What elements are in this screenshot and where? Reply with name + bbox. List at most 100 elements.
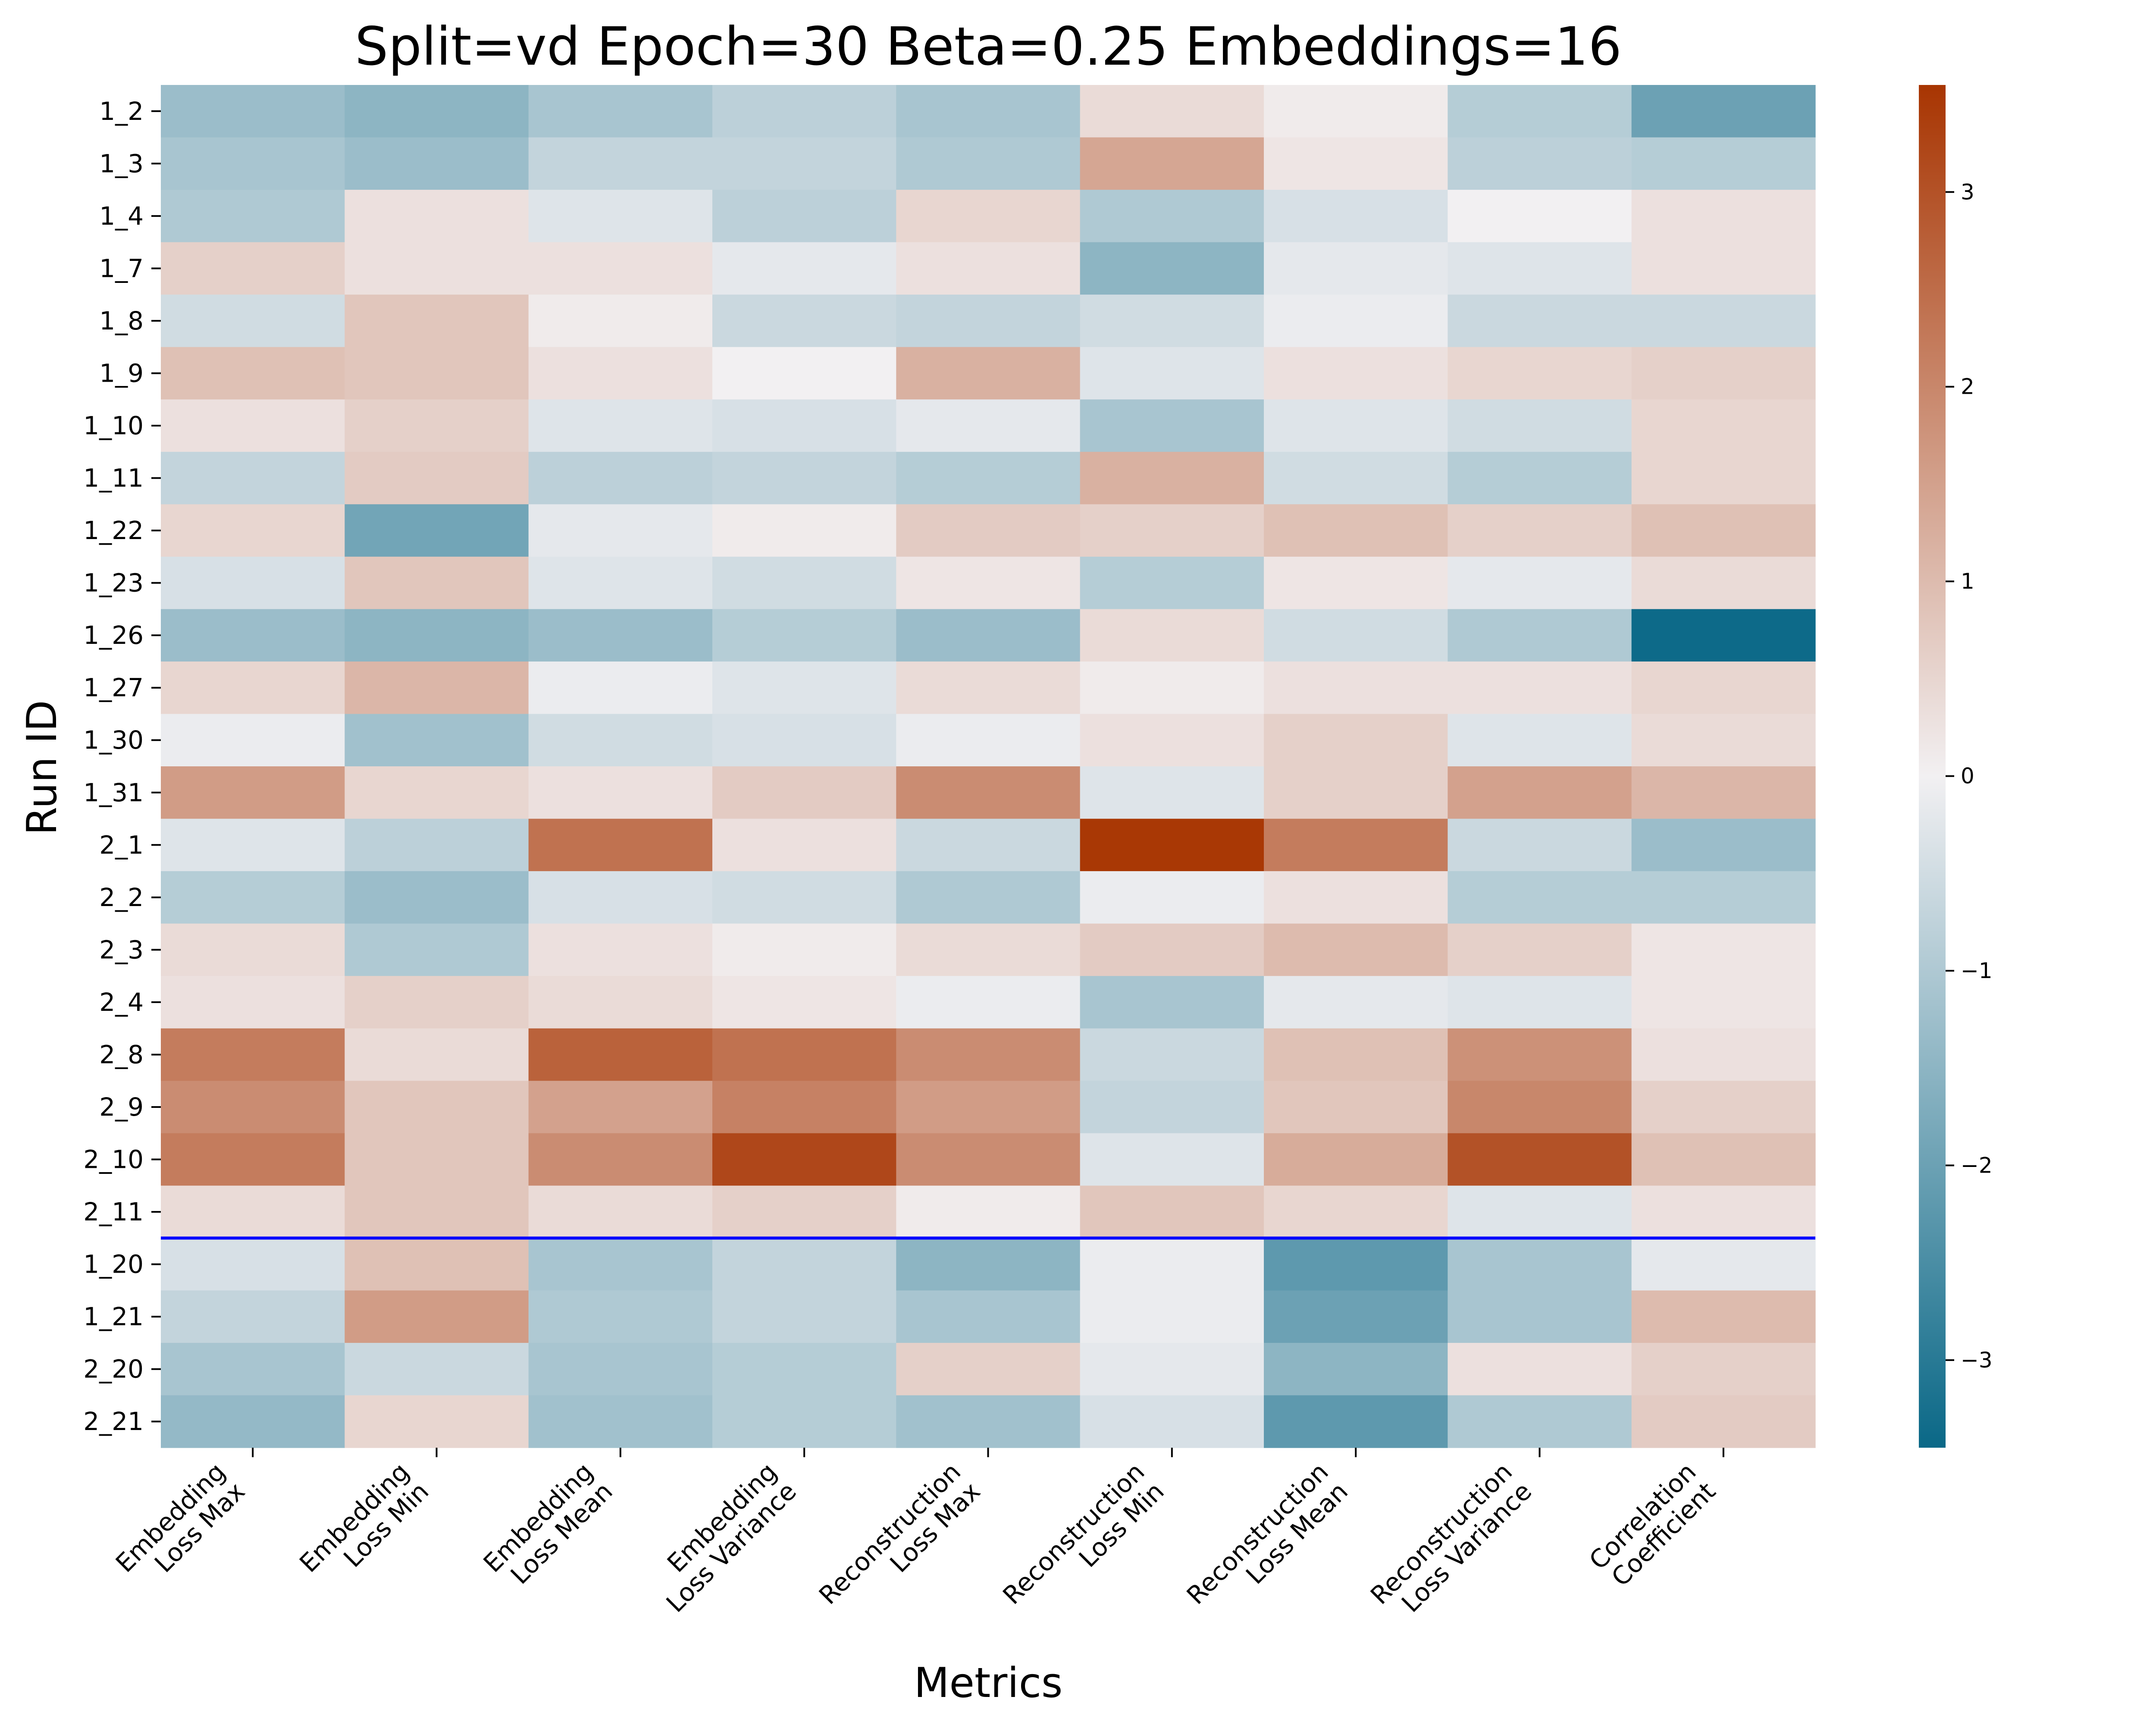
- x-tick-label-text: ReconstructionLoss Max: [813, 1457, 986, 1630]
- heatmap-cell-2_11-col2: [528, 1186, 713, 1239]
- heatmap-cell-2_9-col0: [161, 1081, 345, 1134]
- heatmap-cell-1_26-col8: [1631, 609, 1816, 662]
- heatmap-cell-2_1-col2: [528, 819, 713, 872]
- heatmap-cell-1_11-col6: [1264, 452, 1448, 505]
- heatmap-cell-1_27-col8: [1631, 661, 1816, 715]
- y-tick-label-1_30: 1_30: [83, 725, 144, 755]
- x-axis-label: Metrics: [914, 1659, 1063, 1707]
- heatmap-cell-1_21-col4: [896, 1290, 1081, 1343]
- heatmap-cell-1_9-col6: [1264, 347, 1448, 400]
- heatmap-cell-2_20-col4: [896, 1342, 1081, 1396]
- heatmap-cell-2_4-col1: [345, 976, 529, 1029]
- y-tick-label-2_3: 2_3: [99, 935, 144, 964]
- heatmap-cell-2_1-col4: [896, 819, 1081, 872]
- heatmap-cell-1_4-col0: [161, 190, 345, 243]
- heatmap-cell-1_9-col4: [896, 347, 1081, 400]
- heatmap-cell-1_7-col0: [161, 242, 345, 295]
- heatmap-cell-1_4-col4: [896, 190, 1081, 243]
- heatmap-cell-1_20-col4: [896, 1238, 1081, 1291]
- heatmap-cell-1_27-col7: [1448, 661, 1632, 715]
- heatmap-cell-1_21-col3: [712, 1290, 896, 1343]
- heatmap-cell-1_11-col2: [528, 452, 713, 505]
- y-tick-label-2_1: 2_1: [99, 830, 144, 859]
- heatmap-cell-1_21-col7: [1448, 1290, 1632, 1343]
- heatmap-cell-2_11-col1: [345, 1186, 529, 1239]
- y-tick-label-1_9: 1_9: [99, 358, 144, 388]
- heatmap-cell-1_3-col0: [161, 137, 345, 190]
- heatmap-cell-2_10-col5: [1080, 1133, 1264, 1186]
- heatmap-cell-1_22-col5: [1080, 504, 1264, 557]
- heatmap-cell-1_2-col3: [712, 85, 896, 138]
- heatmap-cells: [161, 85, 1816, 1448]
- heatmap-cell-2_2-col6: [1264, 871, 1448, 924]
- heatmap-cell-1_7-col6: [1264, 242, 1448, 295]
- heatmap-cell-1_27-col2: [528, 661, 713, 715]
- heatmap-cell-1_8-col4: [896, 295, 1081, 348]
- heatmap-cell-1_11-col5: [1080, 452, 1264, 505]
- heatmap-cell-2_20-col7: [1448, 1342, 1632, 1396]
- heatmap-cell-2_3-col8: [1631, 923, 1816, 976]
- y-tick-label-1_26: 1_26: [83, 621, 144, 650]
- x-axis-ticks: EmbeddingLoss Max EmbeddingLoss Min Embedd…: [110, 1448, 1724, 1630]
- heatmap-cell-1_26-col0: [161, 609, 345, 662]
- y-tick-label-2_20: 2_20: [83, 1355, 144, 1384]
- colorbar-tick-label: 3: [1961, 179, 1974, 204]
- colorbar-tick-label: −2: [1961, 1153, 1993, 1178]
- heatmap-cell-1_10-col0: [161, 399, 345, 452]
- heatmap-cell-2_10-col1: [345, 1133, 529, 1186]
- x-tick-label-4: ReconstructionLoss Max: [813, 1457, 986, 1630]
- heatmap-cell-1_23-col2: [528, 556, 713, 609]
- heatmap-cell-1_31-col1: [345, 766, 529, 819]
- y-tick-label-1_8: 1_8: [99, 306, 144, 336]
- y-tick-label-2_8: 2_8: [99, 1040, 144, 1069]
- heatmap-cell-2_4-col4: [896, 976, 1081, 1029]
- x-tick-label-0: EmbeddingLoss Max: [110, 1457, 251, 1598]
- colorbar-tick-label: 0: [1961, 764, 1974, 789]
- heatmap-cell-1_10-col3: [712, 399, 896, 452]
- heatmap-cell-2_11-col4: [896, 1186, 1081, 1239]
- heatmap-cell-1_4-col1: [345, 190, 529, 243]
- x-tick-label-text: ReconstructionLoss Min: [997, 1457, 1169, 1630]
- heatmap-cell-1_23-col5: [1080, 556, 1264, 609]
- heatmap-cell-1_9-col0: [161, 347, 345, 400]
- heatmap-cell-1_3-col6: [1264, 137, 1448, 190]
- heatmap-cell-1_23-col0: [161, 556, 345, 609]
- heatmap-cell-1_27-col4: [896, 661, 1081, 715]
- x-tick-label-text: CorrelationCoefficient: [1583, 1457, 1721, 1595]
- heatmap-cell-2_21-col4: [896, 1395, 1081, 1448]
- heatmap-cell-2_20-col3: [712, 1342, 896, 1396]
- heatmap-cell-1_2-col8: [1631, 85, 1816, 138]
- colorbar-tick-label: 1: [1961, 569, 1974, 594]
- heatmap-cell-2_3-col1: [345, 923, 529, 976]
- y-tick-label-1_3: 1_3: [99, 149, 144, 178]
- y-axis-label: Run ID: [19, 700, 66, 835]
- heatmap-cell-1_21-col2: [528, 1290, 713, 1343]
- heatmap-cell-1_3-col2: [528, 137, 713, 190]
- heatmap-cell-1_20-col0: [161, 1238, 345, 1291]
- heatmap-cell-2_4-col3: [712, 976, 896, 1029]
- heatmap-cell-2_20-col8: [1631, 1342, 1816, 1396]
- heatmap-cell-2_1-col5: [1080, 819, 1264, 872]
- heatmap-cell-2_1-col1: [345, 819, 529, 872]
- heatmap-cell-2_10-col7: [1448, 1133, 1632, 1186]
- heatmap-cell-1_7-col3: [712, 242, 896, 295]
- heatmap-cell-2_8-col1: [345, 1028, 529, 1081]
- x-tick-label-text: EmbeddingLoss Max: [110, 1457, 251, 1598]
- heatmap-cell-2_20-col0: [161, 1342, 345, 1396]
- heatmap-cell-2_10-col3: [712, 1133, 896, 1186]
- heatmap-cell-1_26-col2: [528, 609, 713, 662]
- heatmap-cell-2_4-col0: [161, 976, 345, 1029]
- heatmap-cell-2_8-col7: [1448, 1028, 1632, 1081]
- heatmap-cell-2_3-col2: [528, 923, 713, 976]
- heatmap-cell-2_4-col6: [1264, 976, 1448, 1029]
- heatmap-cell-2_20-col2: [528, 1342, 713, 1396]
- heatmap-cell-2_8-col8: [1631, 1028, 1816, 1081]
- heatmap-cell-1_21-col1: [345, 1290, 529, 1343]
- heatmap-cell-2_21-col0: [161, 1395, 345, 1448]
- heatmap-cell-1_4-col8: [1631, 190, 1816, 243]
- heatmap-cell-2_8-col0: [161, 1028, 345, 1081]
- y-axis-ticks: 1_2 1_3 1_4 1_7 1_8 1_9 1_10 1_11 1_22 1_23 1_26 1_…: [83, 97, 161, 1436]
- x-tick-label-1: EmbeddingLoss Min: [294, 1457, 434, 1578]
- heatmap-cell-1_30-col5: [1080, 714, 1264, 767]
